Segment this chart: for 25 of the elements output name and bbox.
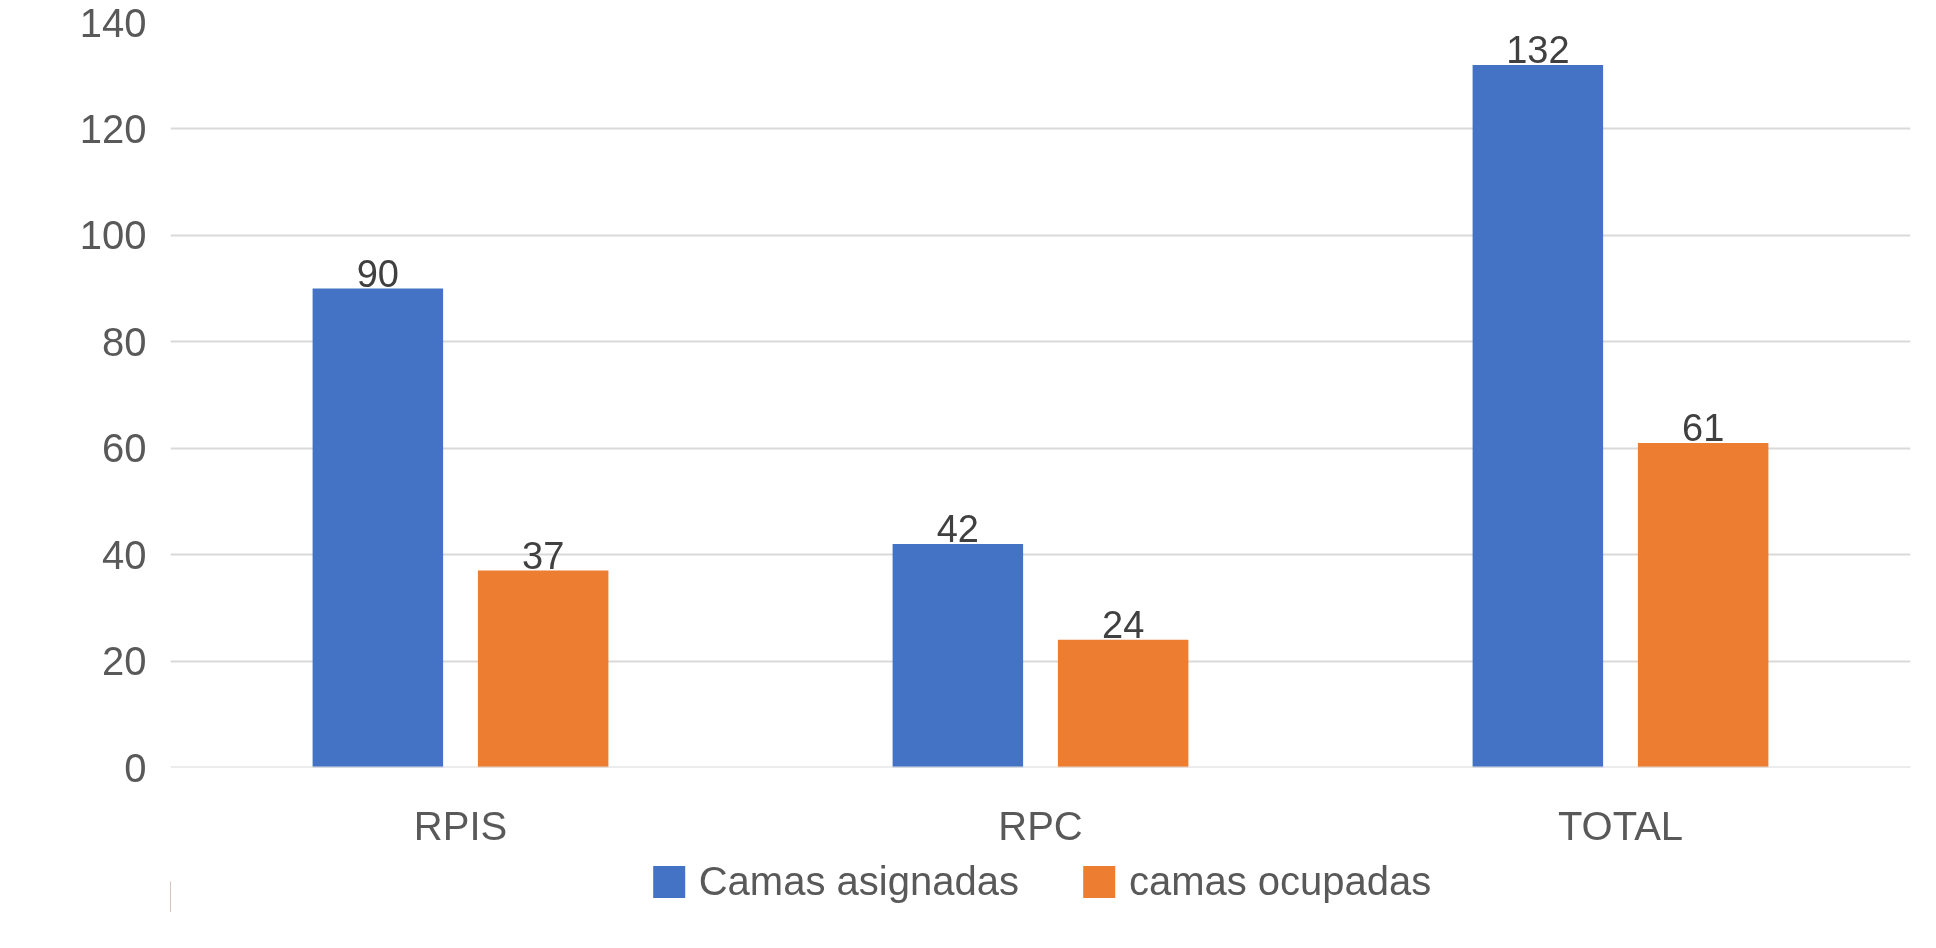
- x-tick-label: RPC: [998, 803, 1083, 848]
- bar: [1472, 65, 1604, 768]
- bar: [892, 544, 1024, 768]
- data-label: 42: [936, 508, 979, 550]
- legend-label: camas ocupadas: [1128, 858, 1432, 904]
- legend-label: Camas asignadas: [698, 858, 1019, 904]
- bar: [312, 288, 444, 768]
- data-label: 90: [356, 252, 399, 295]
- y-tick-label: 40: [102, 532, 147, 577]
- bar: [1637, 442, 1769, 768]
- y-tick-label: 80: [102, 319, 147, 364]
- y-tick-label: 20: [102, 639, 147, 684]
- data-label: 61: [1682, 406, 1725, 449]
- y-tick-label: 140: [79, 0, 147, 45]
- bar: [1057, 639, 1189, 768]
- x-tick-label: RPIS: [413, 803, 508, 848]
- data-label: 37: [522, 534, 565, 577]
- y-tick-label: 0: [124, 745, 147, 790]
- data-label: 24: [1102, 603, 1145, 646]
- y-tick-label: 120: [79, 106, 147, 151]
- y-tick-label: 60: [102, 426, 147, 471]
- data-label: 132: [1506, 29, 1570, 72]
- x-tick-label: TOTAL: [1557, 803, 1684, 848]
- bar: [477, 570, 609, 768]
- y-tick-label: 100: [79, 213, 147, 258]
